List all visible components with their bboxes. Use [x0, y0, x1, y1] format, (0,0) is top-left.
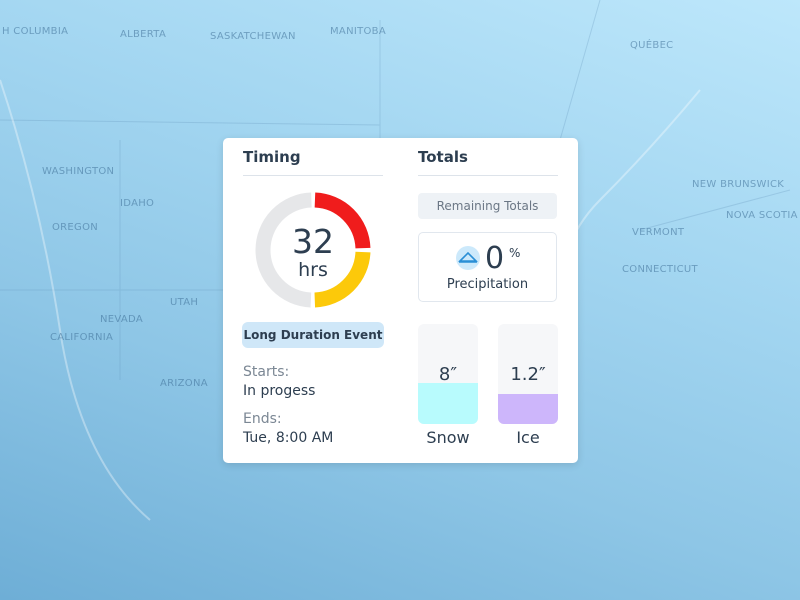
duration-donut	[255, 192, 371, 308]
snow-label: Snow	[426, 428, 470, 447]
event-badge: Long Duration Event	[242, 322, 384, 348]
ice-gauge	[498, 324, 558, 424]
map-label: NOVA SCOTIA	[726, 210, 798, 221]
map-label: H COLUMBIA	[2, 26, 69, 37]
map-label: NEVADA	[100, 314, 144, 325]
precip-unit: %	[509, 246, 521, 260]
value: In progess	[243, 383, 316, 399]
precip-value: 0	[485, 241, 505, 276]
ice-label: Ice	[516, 428, 540, 447]
label: Ends:	[243, 411, 282, 427]
section-title: Timing	[243, 148, 301, 166]
gauge-fill	[418, 383, 478, 424]
duration-value: 32	[292, 222, 334, 261]
weather-card: Timing Totals 32 hrs Long Duration Event…	[223, 138, 578, 463]
label: Starts:	[243, 364, 290, 380]
map-label: IDAHO	[120, 198, 155, 209]
precip-icon	[456, 246, 480, 270]
ice-value: 1.2″	[510, 364, 546, 385]
value: Tue, 8:00 AM	[243, 430, 334, 446]
map-label: NEW BRUNSWICK	[692, 179, 785, 190]
precip-box	[418, 232, 557, 302]
map-label: QUÉBEC	[630, 40, 674, 51]
map-label: CALIFORNIA	[50, 332, 114, 343]
map-label: CONNECTICUT	[622, 264, 698, 275]
map-label: WASHINGTON	[42, 166, 115, 177]
map-label: SASKATCHEWAN	[210, 31, 296, 42]
snow-gauge	[418, 324, 478, 424]
section-title: Totals	[418, 148, 468, 166]
tab[interactable]: Remaining Totals	[418, 193, 557, 219]
map-label: UTAH	[170, 297, 199, 308]
precip-label: Precipitation	[446, 277, 529, 292]
snow-value: 8″	[438, 364, 458, 385]
duration-unit: hrs	[298, 259, 328, 281]
map-label: ARIZONA	[160, 378, 208, 389]
donut-segment	[255, 192, 371, 308]
map-label: OREGON	[52, 222, 99, 233]
gauge-fill	[498, 394, 558, 424]
map-label: VERMONT	[632, 227, 685, 238]
map-label: ALBERTA	[120, 29, 167, 40]
divider	[243, 175, 383, 176]
map-label: MANITOBA	[330, 26, 386, 37]
divider	[418, 175, 558, 176]
